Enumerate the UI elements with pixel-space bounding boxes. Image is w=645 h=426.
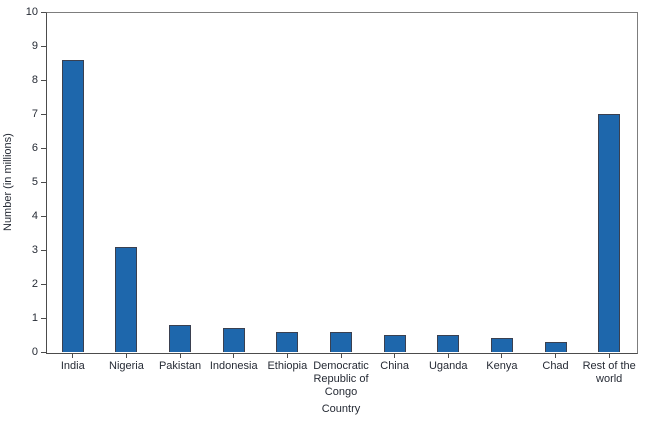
x-axis-tick bbox=[340, 353, 342, 358]
x-category-label: Uganda bbox=[428, 360, 468, 372]
y-axis-tick-label: 0 bbox=[31, 346, 38, 358]
x-axis-tick bbox=[286, 353, 288, 358]
bar-indonesia bbox=[222, 328, 245, 352]
x-category-label: Democratic Republic of Congo bbox=[313, 360, 369, 398]
y-axis-tick bbox=[41, 249, 46, 251]
x-category-label: China bbox=[380, 360, 409, 372]
y-axis-tick-label: 7 bbox=[31, 108, 38, 120]
bar-rest-of-the-world bbox=[598, 114, 621, 352]
x-category-label: Pakistan bbox=[158, 360, 202, 372]
y-axis-tick-label: 9 bbox=[31, 40, 38, 52]
x-axis-tick bbox=[125, 353, 127, 358]
y-axis-tick-label: 3 bbox=[31, 244, 38, 256]
x-category-label: Chad bbox=[542, 360, 569, 372]
y-axis-tick bbox=[41, 11, 46, 13]
x-category-label: Nigeria bbox=[109, 360, 144, 372]
y-axis-tick bbox=[41, 283, 46, 285]
y-axis-tick-label: 8 bbox=[31, 74, 38, 86]
bar-kenya bbox=[490, 338, 513, 352]
plot-area bbox=[46, 12, 638, 354]
y-axis-tick-label: 4 bbox=[31, 210, 38, 222]
y-axis-tick bbox=[41, 79, 46, 81]
y-axis-tick bbox=[41, 147, 46, 149]
y-axis-tick-label: 5 bbox=[31, 176, 38, 188]
x-category-label: India bbox=[60, 360, 85, 372]
y-axis-tick-label: 6 bbox=[31, 142, 38, 154]
bar-uganda bbox=[437, 335, 460, 352]
y-axis-tick-label: 2 bbox=[31, 278, 38, 290]
y-axis-tick-label: 10 bbox=[25, 6, 38, 18]
x-axis-tick bbox=[501, 353, 503, 358]
x-category-label: Ethiopia bbox=[267, 360, 308, 372]
x-category-label: Rest of the world bbox=[582, 360, 636, 385]
bar-india bbox=[61, 59, 84, 352]
y-axis-tick bbox=[41, 181, 46, 183]
y-axis-tick bbox=[41, 45, 46, 47]
bar-nigeria bbox=[115, 246, 138, 352]
x-axis-title: Country bbox=[321, 403, 361, 415]
x-axis-tick bbox=[179, 353, 181, 358]
x-axis-tick bbox=[555, 353, 557, 358]
y-axis-tick bbox=[41, 317, 46, 319]
bar-democratic-republic-of-congo bbox=[330, 331, 352, 352]
bar-pakistan bbox=[169, 324, 192, 352]
x-category-label: Indonesia bbox=[209, 360, 258, 372]
x-axis-tick bbox=[447, 353, 449, 358]
y-axis-tick-label: 1 bbox=[31, 312, 38, 324]
y-axis-tick bbox=[41, 215, 46, 217]
x-axis-tick bbox=[72, 353, 74, 358]
x-axis-tick bbox=[608, 353, 610, 358]
bar-chad bbox=[544, 341, 567, 352]
bar-ethiopia bbox=[276, 331, 299, 352]
x-axis-tick bbox=[233, 353, 235, 358]
y-axis-tick bbox=[41, 351, 46, 353]
x-axis-tick bbox=[394, 353, 396, 358]
x-category-label: Kenya bbox=[486, 360, 518, 372]
y-axis-tick bbox=[41, 113, 46, 115]
bar-china bbox=[383, 335, 406, 352]
